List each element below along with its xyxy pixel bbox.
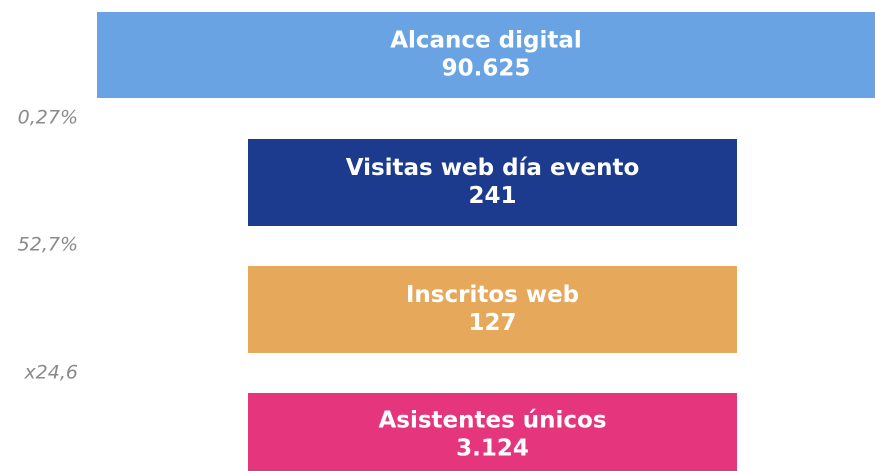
- conversion-rate: 52,7%: [18, 234, 78, 256]
- stage-label: Asistentes únicos: [378, 408, 606, 434]
- conversion-rate: x24,6: [23, 362, 78, 384]
- stage-bar: [248, 393, 737, 471]
- stage-label: Alcance digital: [390, 28, 582, 54]
- stage-bar: [97, 12, 875, 98]
- stage-value: 127: [468, 310, 516, 336]
- stage-value: 3.124: [456, 436, 529, 462]
- conversion-rate: 0,27%: [18, 107, 78, 129]
- stage-label: Visitas web día evento: [346, 155, 640, 181]
- stage-bar: [248, 139, 737, 226]
- stage-bar: [248, 266, 737, 353]
- stage-label: Inscritos web: [406, 282, 579, 308]
- stage-value: 90.625: [442, 56, 531, 82]
- stage-value: 241: [468, 183, 516, 209]
